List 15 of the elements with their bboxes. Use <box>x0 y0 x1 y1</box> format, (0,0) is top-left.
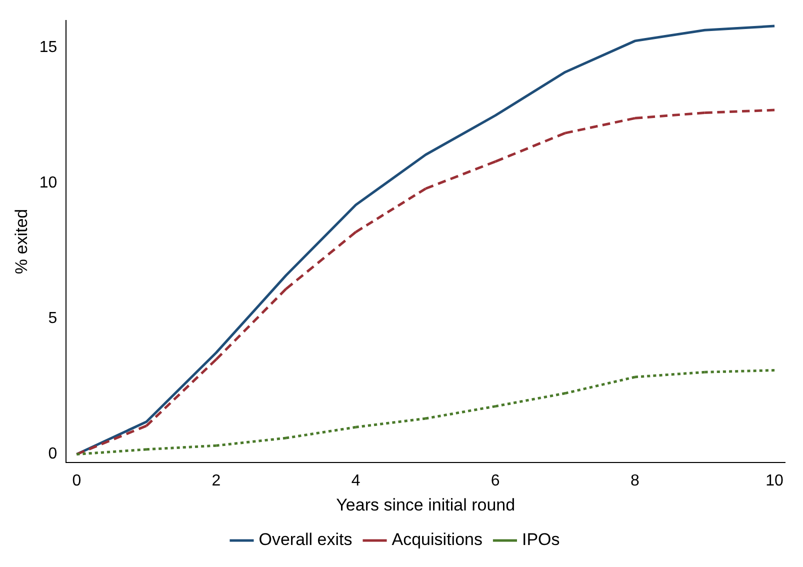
x-tick-label: 10 <box>766 472 784 490</box>
y-tick-label: 15 <box>39 39 58 56</box>
x-tick-label: 4 <box>351 472 360 490</box>
legend-label: Overall exits <box>258 530 352 550</box>
x-tick-label: 0 <box>72 472 82 490</box>
x-tick-label: 8 <box>630 472 640 490</box>
y-tick-label: 10 <box>39 174 58 192</box>
y-tick-label: 5 <box>48 310 58 328</box>
x-axis-title: Years since initial round <box>336 495 516 514</box>
x-tick-label: 6 <box>490 472 500 490</box>
y-tick-label: 0 <box>48 446 58 463</box>
y-axis-title: % exited <box>12 208 31 274</box>
legend-label: Acquisitions <box>392 530 482 550</box>
x-tick-label: 2 <box>212 472 221 490</box>
legend-label: IPOs <box>522 530 560 550</box>
